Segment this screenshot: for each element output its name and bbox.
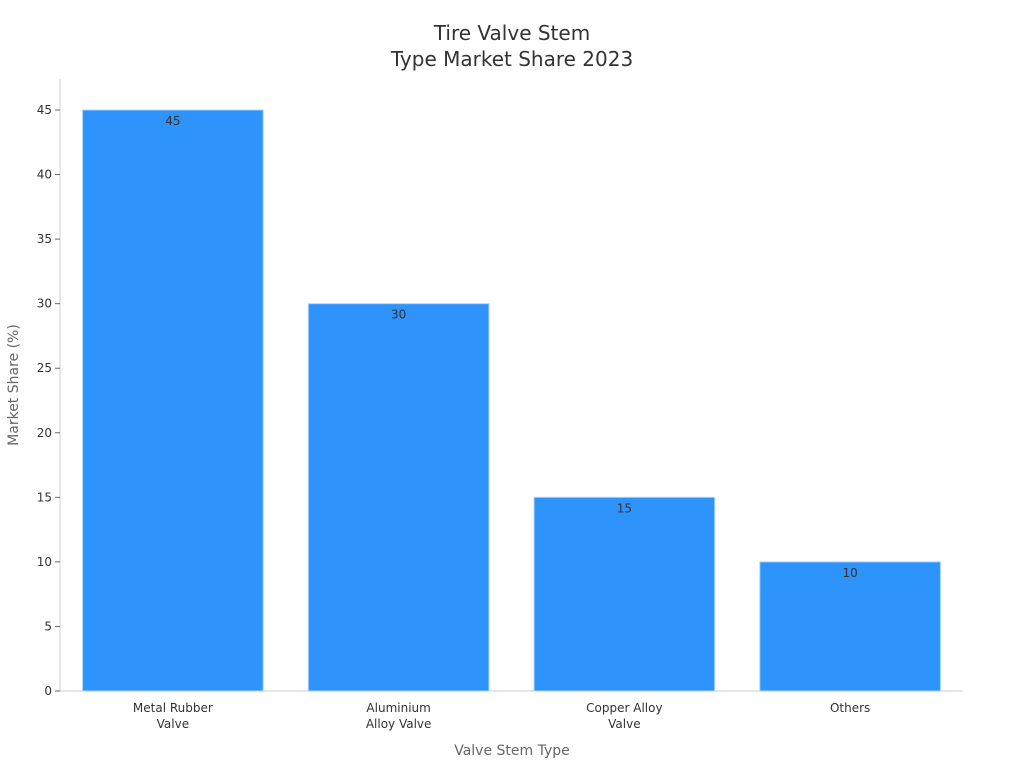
bar xyxy=(533,496,716,692)
y-tick-label: 15 xyxy=(37,490,52,504)
data-label: 45 xyxy=(165,114,180,128)
x-tick-label: Alloy Valve xyxy=(366,717,432,731)
x-tick-label: Others xyxy=(830,701,870,715)
chart-title-line2: Type Market Share 2023 xyxy=(390,47,633,71)
y-tick-label: 35 xyxy=(37,232,52,246)
y-tick-label: 10 xyxy=(37,555,52,569)
bar xyxy=(307,303,490,692)
y-axis-label: Market Share (%) xyxy=(6,324,22,446)
y-tick-label: 0 xyxy=(44,684,52,698)
x-tick-label: Valve xyxy=(608,717,640,731)
y-tick-label: 25 xyxy=(37,361,52,375)
data-label: 10 xyxy=(842,566,857,580)
bar xyxy=(82,109,264,692)
y-tick-label: 40 xyxy=(37,168,52,182)
bar xyxy=(759,561,941,692)
y-tick-label: 30 xyxy=(37,297,52,311)
x-tick-label: Copper Alloy xyxy=(586,701,662,715)
chart-title-line1: Tire Valve Stem xyxy=(433,21,590,45)
x-axis-label: Valve Stem Type xyxy=(454,743,570,759)
data-label: 15 xyxy=(617,501,632,515)
y-tick-label: 20 xyxy=(37,426,52,440)
y-tick-label: 45 xyxy=(37,103,52,117)
x-tick-label: Aluminium xyxy=(366,701,430,715)
x-tick-label: Valve xyxy=(157,717,189,731)
x-tick-label: Metal Rubber xyxy=(133,701,213,715)
y-tick-label: 5 xyxy=(44,619,52,633)
data-label: 30 xyxy=(391,308,406,322)
